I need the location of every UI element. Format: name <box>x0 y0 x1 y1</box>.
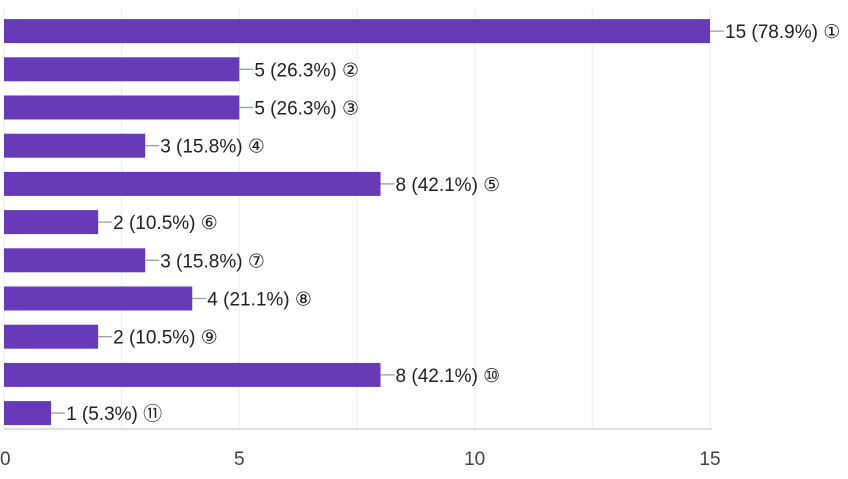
data-label: 15 (78.9%) ① <box>725 22 840 43</box>
x-tick-label: 10 <box>464 449 485 470</box>
bar <box>4 19 710 44</box>
bar <box>4 133 146 158</box>
data-label: 1 (5.3%) ⑪ <box>66 403 162 425</box>
x-tick-label: 15 <box>699 449 720 470</box>
data-label: 3 (15.8%) ⑦ <box>160 251 265 272</box>
data-label: 5 (26.3%) ③ <box>254 99 359 120</box>
data-label: 4 (21.1%) ⑧ <box>207 290 312 311</box>
data-label: 2 (10.5%) ⑨ <box>113 328 218 349</box>
bar <box>4 286 193 311</box>
bar <box>4 210 99 235</box>
bars <box>4 19 710 426</box>
bar <box>4 171 381 196</box>
data-label: 2 (10.5%) ⑥ <box>113 213 218 234</box>
data-labels: 15 (78.9%) ① 5 (26.3%) ② 5 (26.3%) ③ 3 (15.… <box>51 22 840 425</box>
data-label: 8 (42.1%) ⑩ <box>396 366 501 387</box>
data-label: 3 (15.8%) ④ <box>160 137 265 158</box>
x-tick-label: 5 <box>234 449 245 470</box>
x-tick-label: 0 <box>0 449 11 470</box>
data-label: 8 (42.1%) ⑤ <box>396 175 501 196</box>
bar <box>4 401 52 426</box>
x-axis-ticks: 0 5 10 15 <box>0 449 721 470</box>
bar <box>4 57 240 82</box>
bar <box>4 324 99 349</box>
bar <box>4 362 381 387</box>
bar <box>4 248 146 273</box>
bar <box>4 95 240 120</box>
data-label: 5 (26.3%) ② <box>254 60 359 81</box>
